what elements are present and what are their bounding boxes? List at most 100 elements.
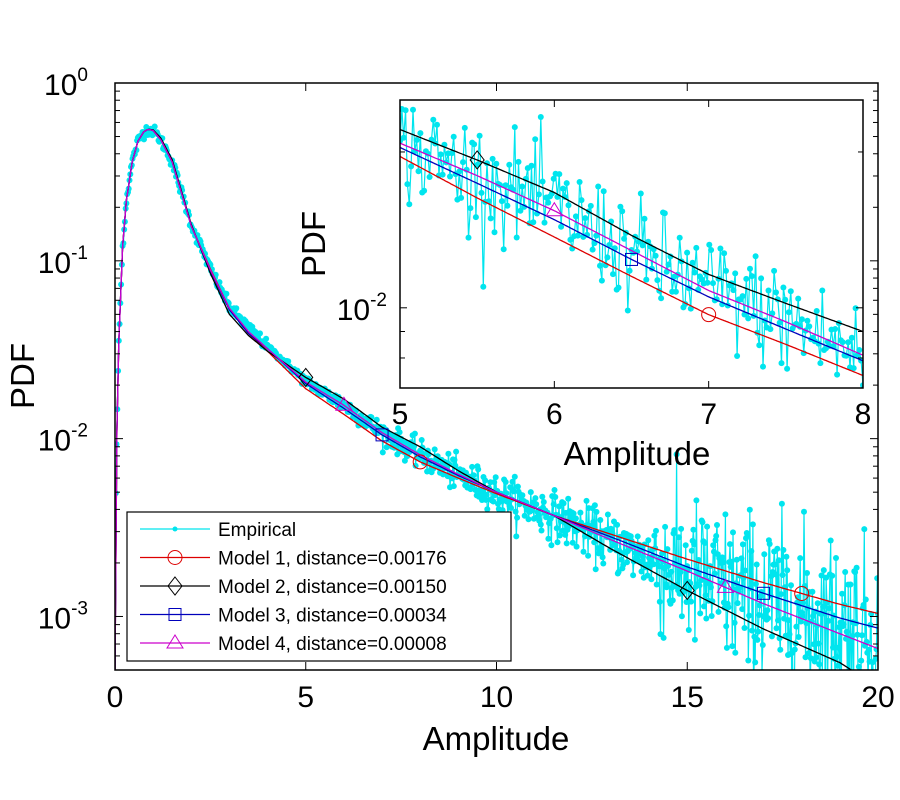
model-4-line xyxy=(115,128,878,670)
empirical-point xyxy=(637,190,644,197)
empirical-point xyxy=(556,532,563,539)
empirical-point xyxy=(467,486,474,493)
empirical-point xyxy=(756,602,763,609)
empirical-point xyxy=(624,307,631,314)
empirical-point xyxy=(515,158,522,165)
empirical-point xyxy=(759,642,766,648)
empirical-point xyxy=(527,489,534,496)
empirical-point xyxy=(753,561,760,568)
empirical-point xyxy=(710,542,717,549)
triangle-marker xyxy=(716,578,735,593)
empirical-point xyxy=(703,615,710,622)
empirical-point xyxy=(848,334,855,341)
empirical-point xyxy=(521,512,528,519)
model-2-line xyxy=(115,128,852,670)
empirical-point xyxy=(847,581,854,588)
empirical-point xyxy=(587,202,594,209)
empirical-point xyxy=(717,245,724,252)
empirical-point xyxy=(404,181,411,188)
empirical-point xyxy=(695,557,702,563)
empirical-point xyxy=(746,612,753,619)
empirical-point xyxy=(450,483,457,490)
empirical-point xyxy=(591,502,598,509)
main-x-tick-labels: 0 5 10 15 20 xyxy=(107,681,895,714)
empirical-point xyxy=(840,621,847,628)
empirical-point xyxy=(663,584,670,591)
empirical-point xyxy=(574,232,581,239)
empirical-point xyxy=(413,137,420,143)
model-1-line xyxy=(400,155,863,377)
empirical-point xyxy=(842,569,849,575)
empirical-point xyxy=(754,636,761,643)
legend-triangle-marker xyxy=(166,634,184,649)
legend-square-marker xyxy=(168,608,182,621)
empirical-point xyxy=(643,276,650,283)
empirical-point xyxy=(676,234,683,241)
empirical-point xyxy=(554,539,561,546)
empirical-point xyxy=(561,193,568,200)
legend-label: Model 2, distance=0.00150 xyxy=(218,577,447,598)
empirical-point xyxy=(818,572,825,579)
empirical-point xyxy=(512,508,519,515)
empirical-point xyxy=(801,583,808,589)
empirical-point xyxy=(683,599,690,605)
empirical-point xyxy=(761,551,768,558)
empirical-point xyxy=(721,250,728,257)
empirical-point xyxy=(797,618,804,625)
inset-y-axis-title: PDF xyxy=(295,211,332,277)
empirical-point xyxy=(511,124,518,131)
empirical-point xyxy=(826,605,833,612)
empirical-point xyxy=(653,527,659,534)
empirical-point xyxy=(644,572,651,579)
legend-label: Empirical xyxy=(218,520,296,541)
empirical-point xyxy=(690,526,697,533)
x-tick-label: 5 xyxy=(297,681,314,714)
empirical-point xyxy=(645,537,652,544)
empirical-point xyxy=(738,555,745,562)
empirical-point xyxy=(671,527,678,534)
empirical-point xyxy=(578,197,585,204)
y-tick-label: 10-3 xyxy=(38,598,88,635)
empirical-point xyxy=(845,339,852,346)
empirical-point xyxy=(396,429,403,436)
empirical-point xyxy=(696,582,703,589)
empirical-point xyxy=(734,600,741,607)
empirical-point xyxy=(489,155,496,162)
empirical-point xyxy=(744,532,751,539)
empirical-point xyxy=(617,203,624,210)
empirical-point xyxy=(833,555,839,561)
empirical-point xyxy=(472,214,479,221)
model-3-line xyxy=(400,146,863,362)
empirical-point xyxy=(550,501,557,508)
empirical-point xyxy=(872,655,878,662)
empirical-point xyxy=(678,613,685,620)
empirical-point xyxy=(835,644,842,651)
square-marker xyxy=(757,586,771,600)
empirical-point xyxy=(619,208,626,215)
empirical-point xyxy=(675,534,682,541)
empirical-point xyxy=(448,150,455,157)
inset-x-tick-label: 5 xyxy=(392,398,409,431)
y-tick-label: 10-2 xyxy=(38,421,88,458)
circle-marker xyxy=(701,307,717,323)
empirical-point xyxy=(748,548,755,555)
empirical-point xyxy=(439,171,446,178)
empirical-point xyxy=(598,545,604,551)
x-tick-label: 0 xyxy=(107,681,124,714)
empirical-point xyxy=(719,554,726,561)
empirical-point xyxy=(604,254,611,261)
empirical-point xyxy=(418,437,425,443)
main-y-axis-title: PDF xyxy=(4,343,41,409)
empirical-point xyxy=(480,283,487,290)
empirical-point xyxy=(434,121,440,128)
empirical-point xyxy=(445,450,452,457)
empirical-point xyxy=(525,516,532,523)
model-4-line xyxy=(400,142,863,356)
empirical-point xyxy=(677,569,684,576)
empirical-point xyxy=(417,130,424,137)
empirical-point xyxy=(819,287,826,294)
empirical-point xyxy=(400,134,407,141)
empirical-point xyxy=(708,613,715,619)
empirical-point xyxy=(834,662,841,669)
empirical-point xyxy=(618,556,625,563)
